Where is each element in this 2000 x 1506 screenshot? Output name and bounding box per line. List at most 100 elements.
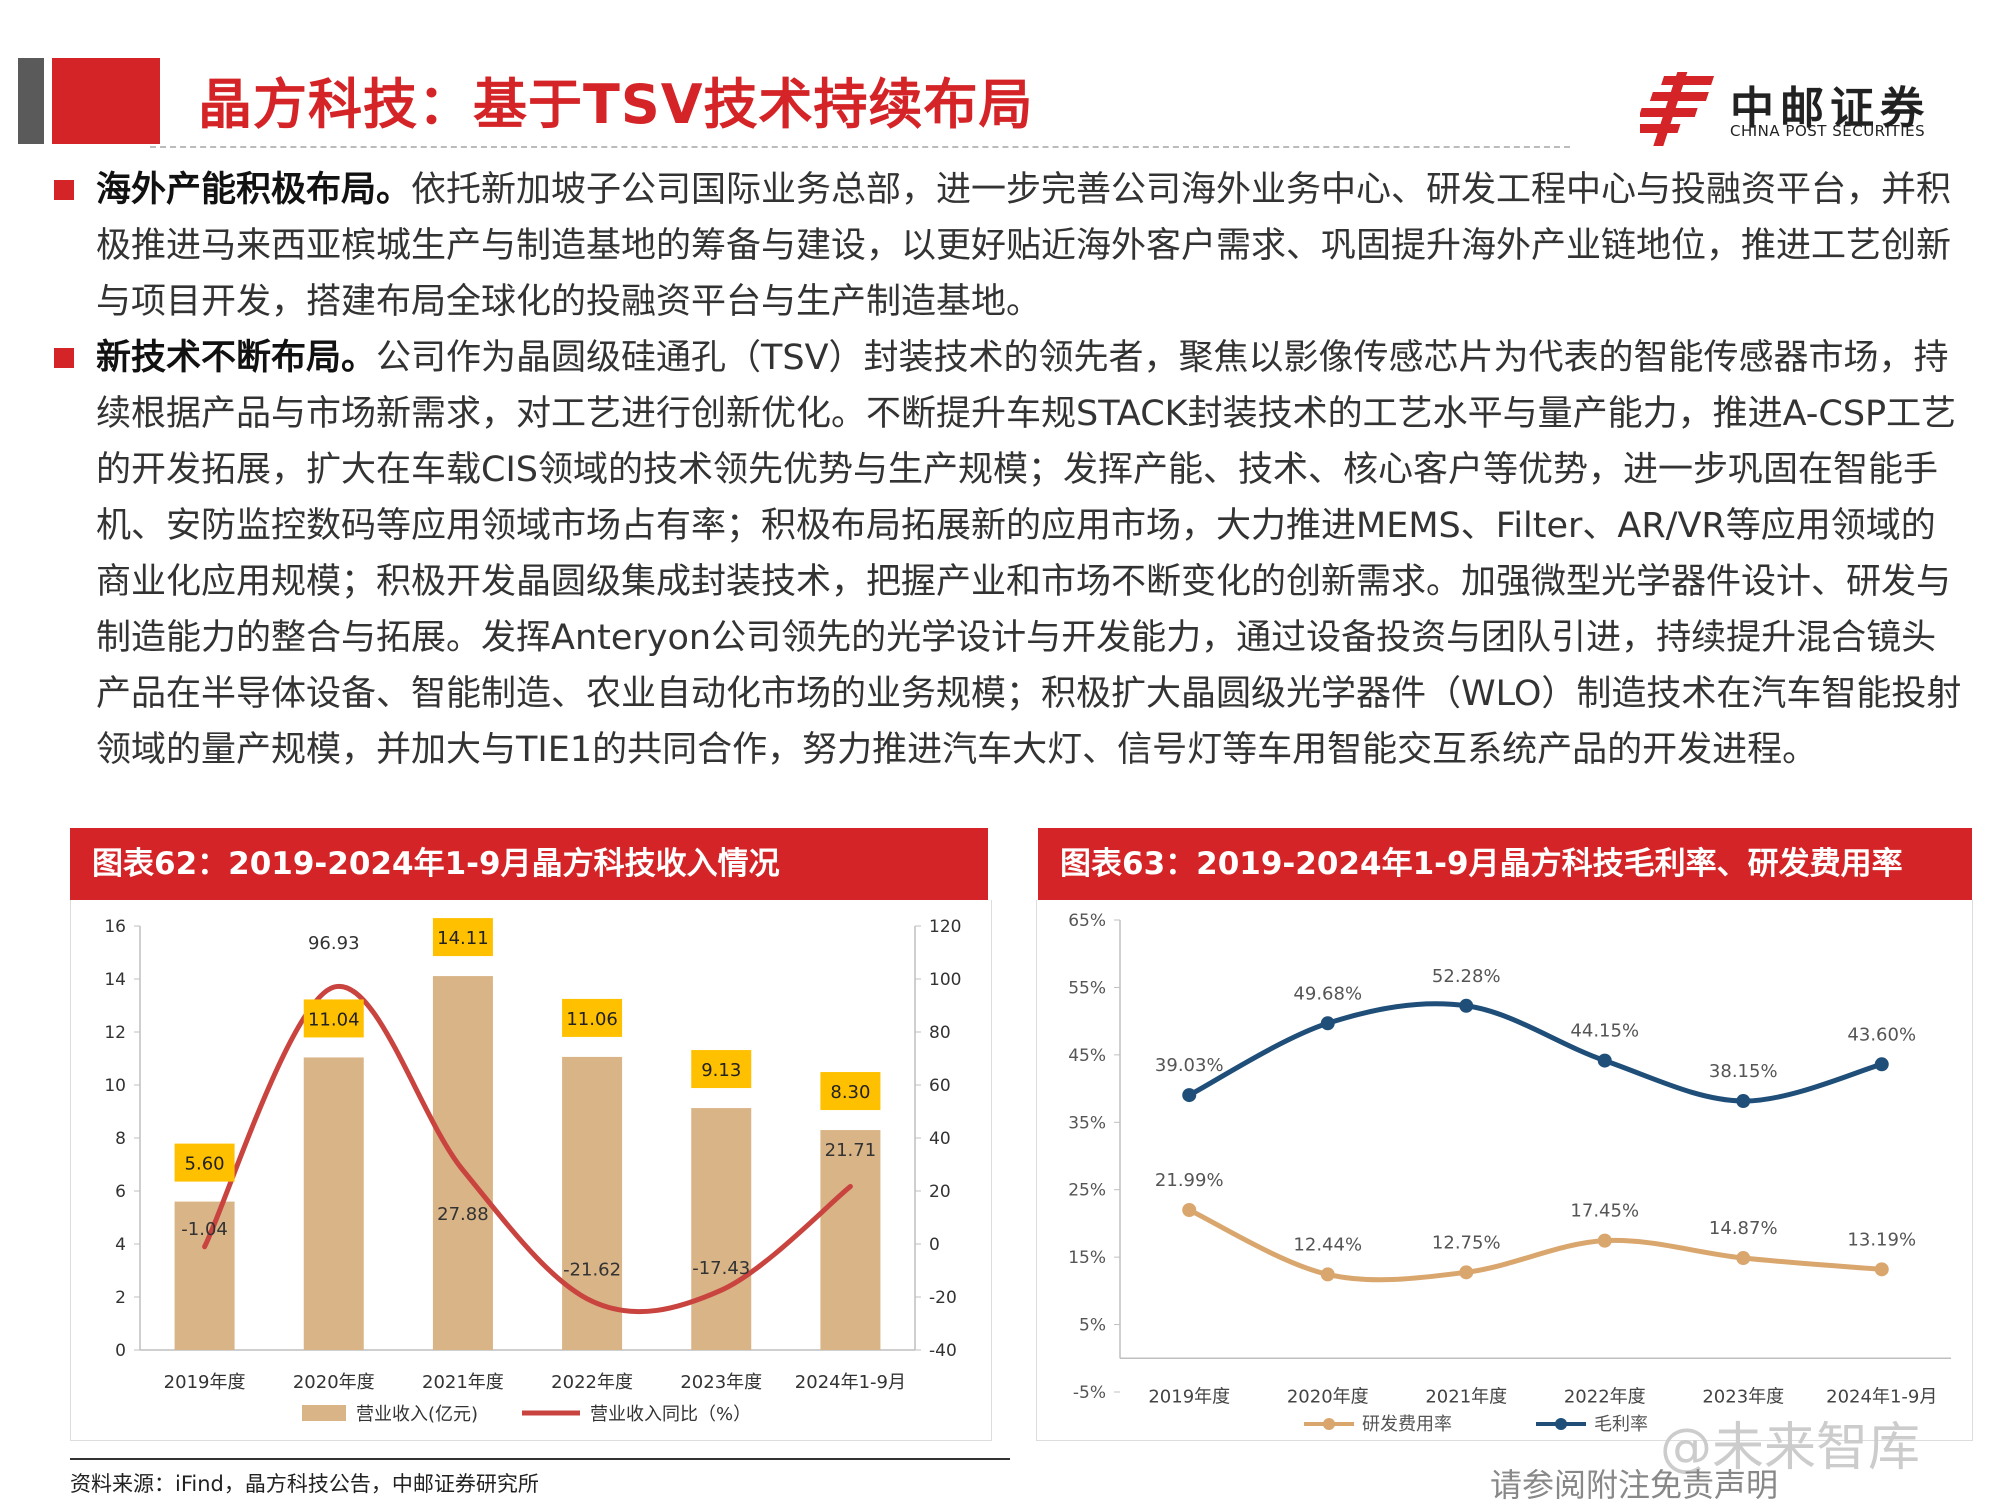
rnd-rate-label: 17.45% [1570,1201,1639,1222]
gross-margin-point [1874,1057,1889,1072]
x-tick-label: 2020年度 [1287,1386,1369,1407]
gross-margin-point [1736,1094,1751,1109]
rnd-rate-point [1182,1203,1197,1218]
x-tick-label: 2022年度 [1564,1386,1646,1407]
yoy-data-label: 21.71 [825,1140,877,1161]
revenue-label-box [303,999,364,1038]
yoy-line [202,983,853,1315]
rnd-rate-label: 14.87% [1709,1218,1778,1239]
right-tick-label: -40 [929,1341,957,1361]
left-tick-label: 10 [104,1076,126,1096]
brand-name-en: CHINA POST SECURITIES [1730,122,1926,140]
header-accent-dark [18,58,44,144]
x-tick-label: 2024年1-9月 [1826,1386,1937,1407]
source-note: 资料来源：iFind，晶方科技公告，中邮证券研究所 [70,1472,539,1496]
paragraph-lead: 新技术不断布局。 [96,338,377,378]
left-tick-label: 8 [115,1129,126,1149]
paragraph-body: 依托新加坡子公司国际业务总部，进一步完善公司海外业务中心、研发工程中心与投融资平… [96,170,1952,322]
revenue-data-label: 14.11 [437,928,489,949]
rnd-rate-label: 12.44% [1293,1234,1362,1255]
gross-margin-label: 39.03% [1155,1055,1224,1076]
y-tick-label: 55% [1068,978,1106,998]
chart-63-title-bar: 图表63：2019-2024年1-9月晶方科技毛利率、研发费用率 [1038,828,1972,900]
yoy-data-label: 27.88 [437,1204,489,1225]
chart-62-frame [70,900,992,1441]
left-tick-label: 6 [115,1182,126,1202]
chart-62-title-bar: 图表62：2019-2024年1-9月晶方科技收入情况 [70,828,988,900]
rnd-rate-point [1320,1267,1335,1282]
right-tick-label: 0 [929,1235,940,1255]
paragraph-body: 公司作为晶圆级硅通孔（TSV）封装技术的领先者，聚焦以影像传感芯片为代表的智能传… [96,338,1962,770]
rnd-rate-label: 12.75% [1432,1232,1501,1253]
rnd-rate-point [1597,1233,1612,1248]
legend-label-rnd: 研发费用率 [1362,1414,1452,1435]
right-tick-label: 80 [929,1023,951,1043]
page-title: 晶方科技：基于TSV技术持续布局 [198,73,1034,136]
x-tick-label: 2020年度 [293,1372,375,1393]
paragraph-new-tech: 新技术不断布局。公司作为晶圆级硅通孔（TSV）封装技术的领先者，聚焦以影像传感芯… [50,330,1970,778]
gross-margin-label: 49.68% [1293,983,1362,1004]
x-tick-label: 2023年度 [1702,1386,1784,1407]
gross-margin-label: 52.28% [1432,966,1501,987]
gross-margin-label: 38.15% [1709,1061,1778,1082]
rnd-rate-line [1186,1207,1885,1283]
right-tick-label: 100 [929,970,961,990]
revenue-bar [691,1108,752,1350]
revenue-data-label: 5.60 [185,1154,225,1175]
x-tick-label: 2021年度 [422,1372,504,1393]
x-tick-label: 2021年度 [1425,1386,1507,1407]
legend-label-margin: 毛利率 [1594,1414,1648,1435]
watermark: @未来智库 [1660,1418,1921,1478]
gross-margin-point [1597,1053,1612,1068]
left-tick-label: 0 [115,1341,126,1361]
gross-margin-label: 43.60% [1847,1024,1916,1045]
y-tick-label: 25% [1068,1181,1106,1201]
x-tick-label: 2023年度 [680,1372,762,1393]
rnd-rate-label: 21.99% [1155,1170,1224,1191]
revenue-label-box [432,918,493,957]
revenue-bar [820,1130,881,1350]
yoy-data-label: -17.43 [692,1258,750,1279]
y-tick-label: 15% [1068,1248,1106,1268]
right-tick-label: 120 [929,917,961,937]
china-post-logo-icon [1640,72,1715,146]
right-tick-label: 40 [929,1129,951,1149]
y-tick-label: 35% [1068,1113,1106,1133]
left-tick-label: 16 [104,917,126,937]
chart-margin: -5% 5% 15% 25% 35% 45% 55% 65% 2019年度 2020年度 2021年… [1068,911,1951,1435]
legend-marker-rnd [1323,1418,1335,1430]
x-tick-label: 2022年度 [551,1372,633,1393]
x-tick-label: 2024年1-9月 [795,1372,906,1393]
x-tick-label: 2019年度 [1148,1386,1230,1407]
revenue-data-label: 11.04 [308,1009,360,1030]
disclaimer: 请参阅附注免责声明 [1490,1466,1779,1504]
revenue-bar [432,976,493,1350]
header-accent-red [52,58,160,144]
revenue-label-box [562,998,623,1037]
gross-margin-label: 44.15% [1570,1021,1639,1042]
right-tick-label: 20 [929,1182,951,1202]
legend-label-revenue: 营业收入(亿元) [356,1404,478,1425]
yoy-data-label: -21.62 [563,1259,621,1280]
gross-margin-point [1320,1016,1335,1031]
revenue-label-box [174,1143,235,1182]
left-tick-label: 4 [115,1235,126,1255]
gross-margin-line [1186,1001,1885,1104]
revenue-data-label: 9.13 [701,1060,741,1081]
gross-margin-point [1182,1088,1197,1103]
y-tick-label: 45% [1068,1046,1106,1066]
footer-divider [70,1458,1010,1460]
left-tick-label: 12 [104,1023,126,1043]
chart-revenue: 0 2 4 6 8 10 12 14 16 -40 -20 0 20 40 60 80 100 120 2019年度… [104,917,961,1425]
left-tick-label: 2 [115,1288,126,1308]
brand-name-cn: 中邮证券 [1730,83,1930,134]
paragraph-overseas: 海外产能积极布局。依托新加坡子公司国际业务总部，进一步完善公司海外业务中心、研发… [50,162,1970,330]
gross-margin-point [1459,998,1474,1013]
bullet-square-icon [54,348,74,368]
legend-swatch-revenue [302,1405,346,1421]
revenue-data-label: 11.06 [566,1009,618,1030]
legend-label-yoy: 营业收入同比（%） [590,1404,751,1425]
revenue-bar [174,1201,235,1350]
revenue-label-box [691,1050,752,1089]
header-divider [150,146,1570,148]
